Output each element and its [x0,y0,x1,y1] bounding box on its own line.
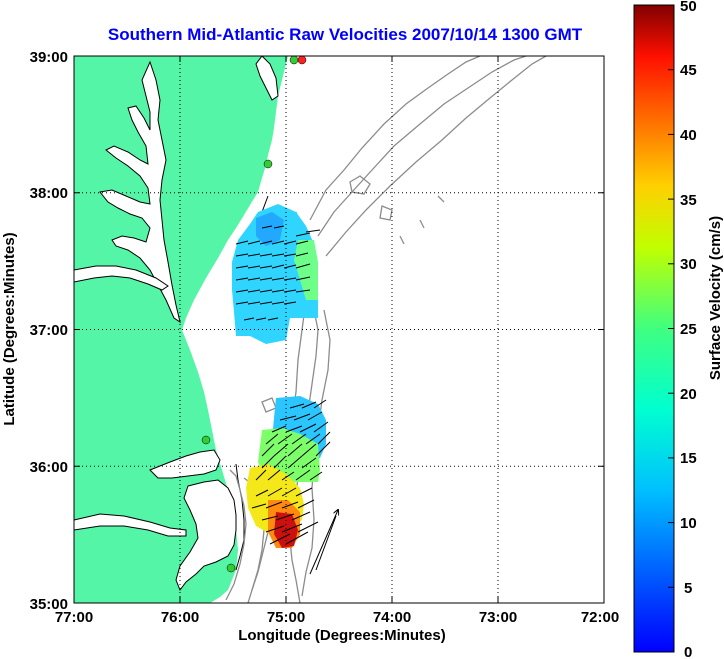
x-tick-label: 77:00 [55,609,93,626]
x-tick-label: 73:00 [479,609,517,626]
colorbar-gradient [633,4,675,653]
site-markers [201,56,307,573]
site-marker-red [297,56,307,65]
tick-marks [74,56,604,603]
y-tick-label: 35:00 [30,596,68,613]
colorbar-tick-label: 25 [680,321,697,338]
site-marker [289,56,299,65]
colorbar-tick-label: 35 [680,192,697,209]
chesapeake-bay [99,60,181,324]
velocity-vectors [235,225,338,575]
map-title: Southern Mid-Atlantic Raw Velocities 200… [108,25,583,44]
colorbar-ticks [668,69,674,588]
x-tick-labels: 77:00 76:00 75:00 74:00 73:00 72:00 [55,609,619,626]
colorbar-tick-label: 20 [680,386,697,403]
x-tick-label: 76:00 [161,609,199,626]
grid-lines [74,56,604,603]
site-marker [263,159,273,169]
x-tick-label: 72:00 [581,609,619,626]
x-tick-label: 75:00 [267,609,305,626]
colorbar-tick-label: 50 [680,0,697,15]
velocity-patch-north-c [256,212,284,246]
colorbar-tick-label: 15 [680,450,697,467]
velocity-patch-north-a [232,204,318,344]
colorbar: 50 45 40 35 30 25 20 15 10 5 0 Surface V… [633,0,724,659]
colorbar-tick-label: 0 [684,644,692,659]
y-tick-label: 36:00 [30,459,68,476]
plot-area [73,55,605,604]
x-tick-label: 74:00 [373,609,411,626]
colorbar-tick-label: 40 [680,127,697,144]
colorbar-tick-label: 5 [684,580,692,597]
x-axis-label: Longitude (Degrees:Minutes) [238,627,446,644]
y-tick-label: 38:00 [30,185,68,202]
james-river [74,265,169,291]
velocity-field [232,204,326,548]
pamlico-sound [175,479,237,592]
albemarle-sound [149,449,221,479]
site-marker [226,563,236,573]
neuse-river [74,513,187,537]
colorbar-label: Surface Velocity (cm/s) [707,216,724,380]
site-marker [201,435,211,445]
colorbar-tick-label: 45 [680,62,697,79]
y-tick-labels: 39:00 38:00 37:00 36:00 35:00 [30,49,68,613]
y-axis-label: Latitude (Degrees:Minutes) [1,232,18,425]
colorbar-tick-label: 30 [680,256,697,273]
delaware-bay [255,56,279,101]
y-tick-label: 37:00 [30,322,68,339]
colorbar-tick-label: 10 [680,515,697,532]
y-tick-label: 39:00 [30,49,68,66]
